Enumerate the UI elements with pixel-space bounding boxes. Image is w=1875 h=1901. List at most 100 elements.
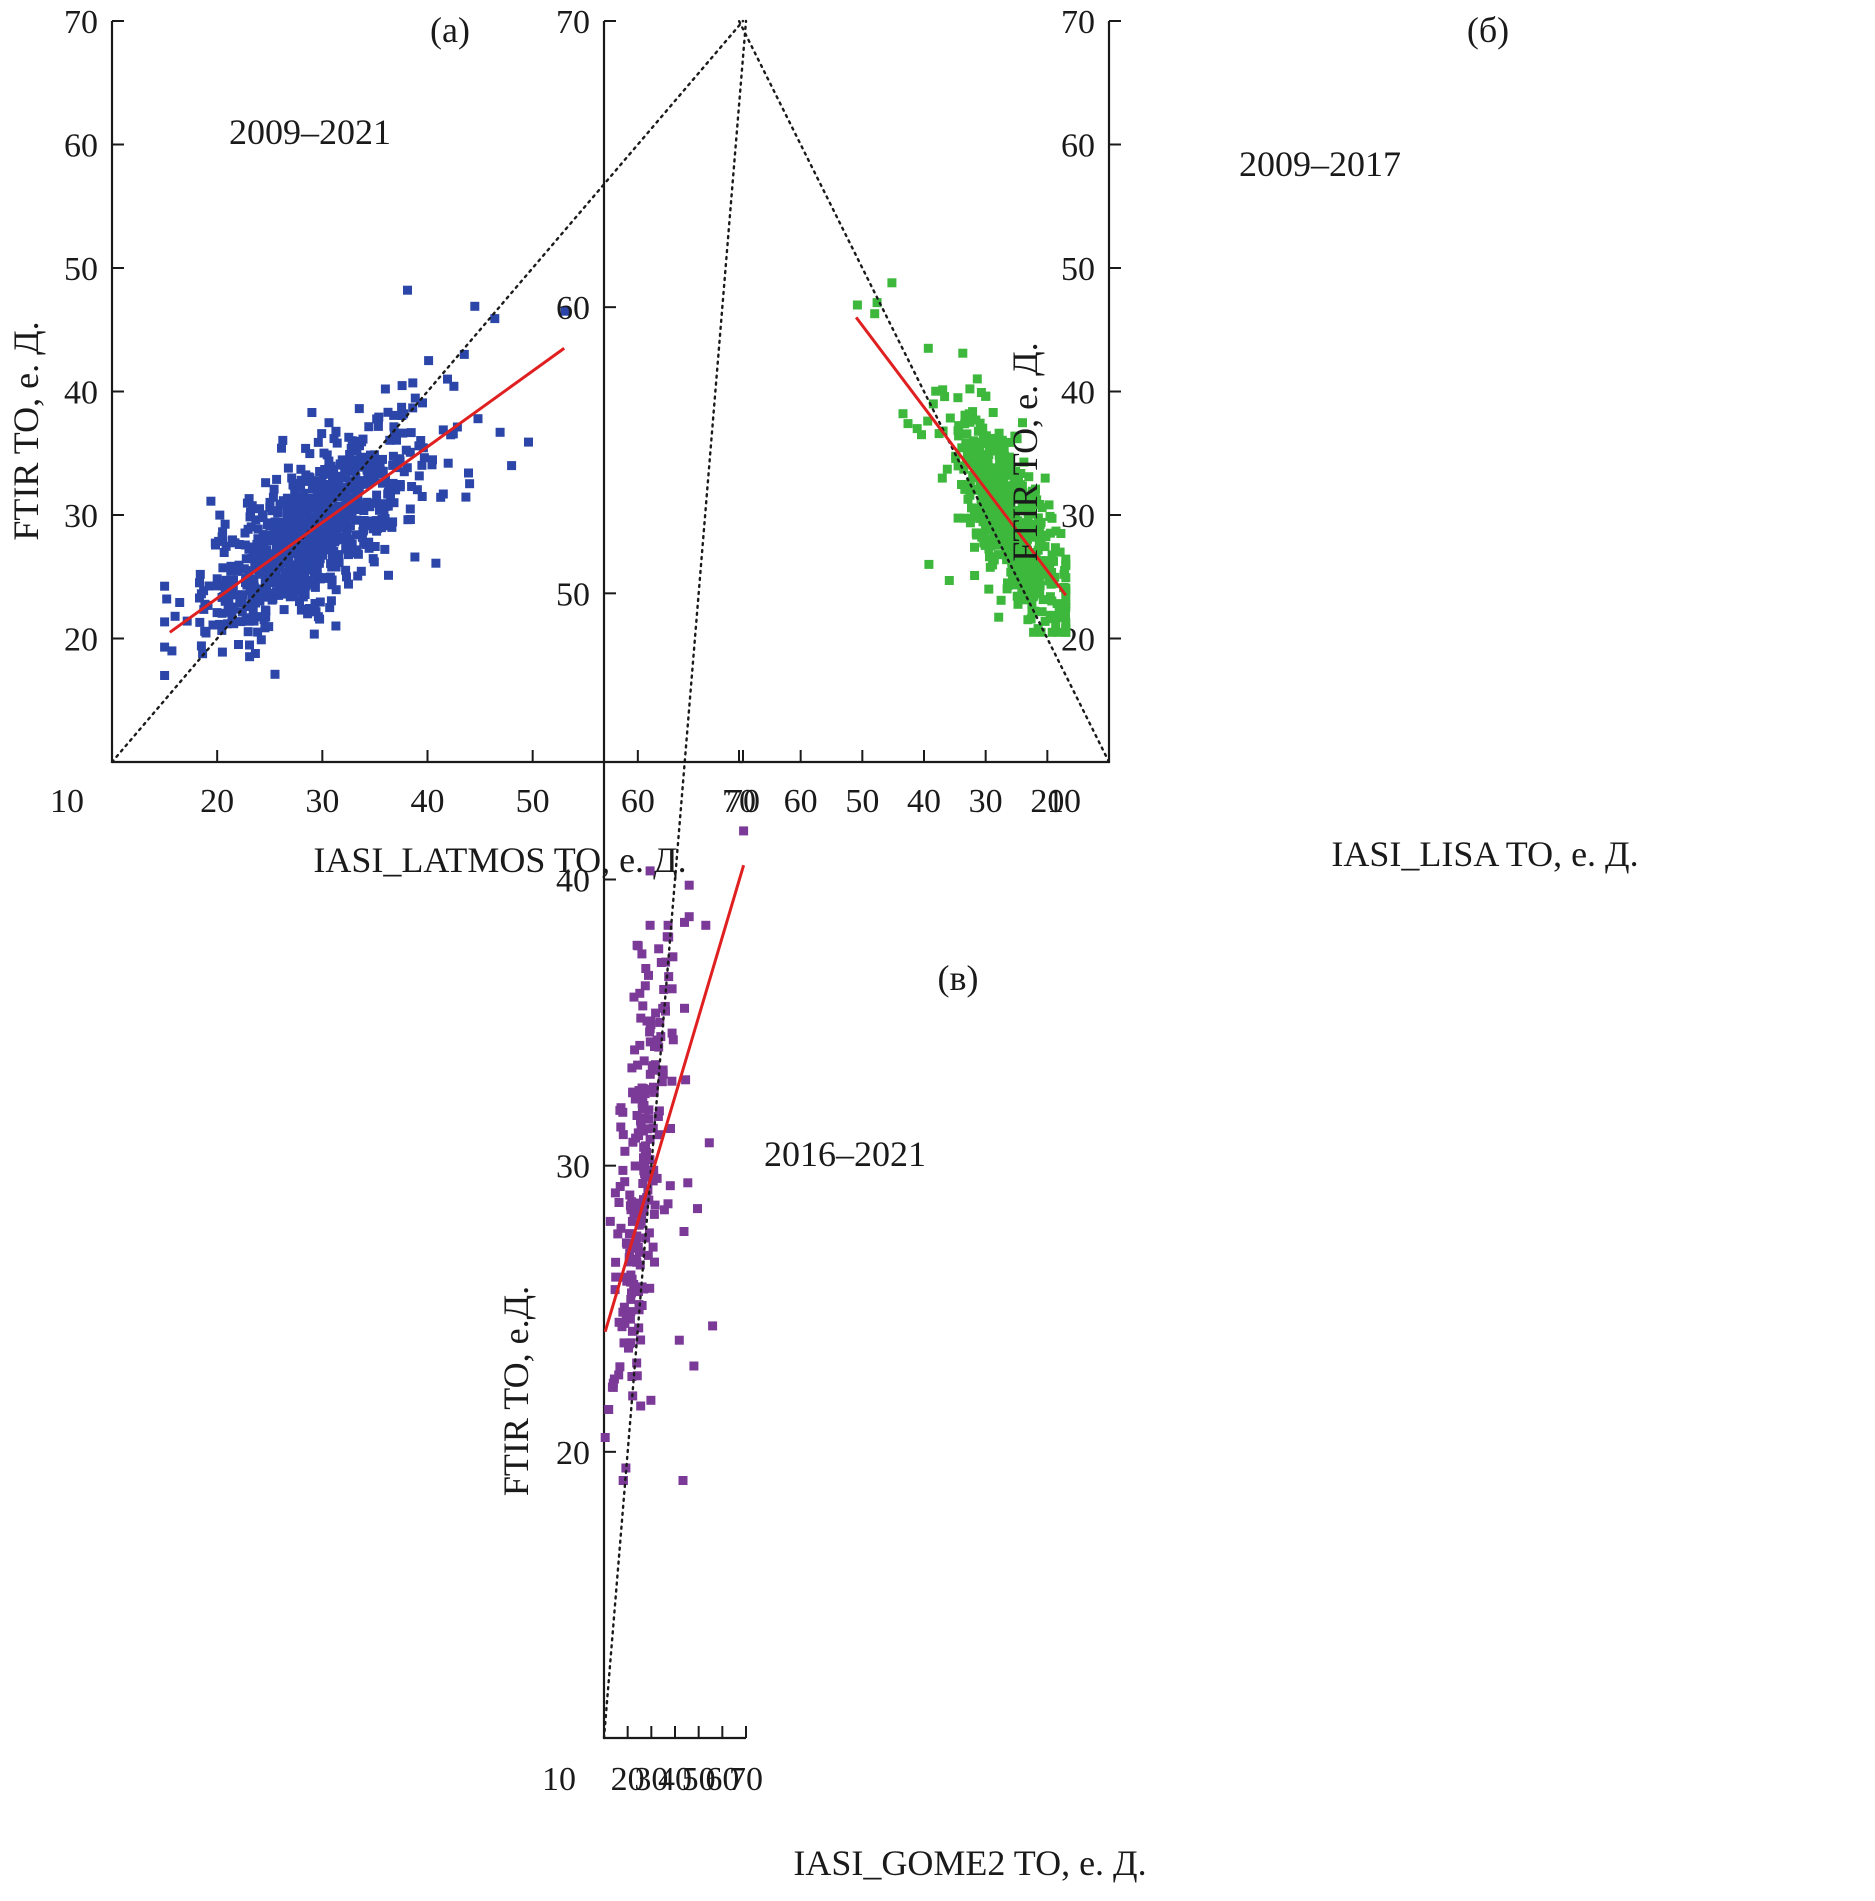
data-point — [290, 571, 300, 581]
data-point — [970, 439, 980, 449]
data-point — [412, 485, 422, 495]
data-point — [283, 463, 293, 473]
data-point — [957, 480, 966, 489]
data-point — [246, 507, 255, 517]
data-point — [684, 912, 694, 922]
data-point — [449, 381, 459, 391]
data-point — [285, 535, 295, 545]
data-point — [618, 1130, 628, 1140]
data-point — [438, 489, 448, 499]
data-point — [1054, 602, 1064, 612]
data-point — [1035, 589, 1045, 599]
data-point — [342, 529, 352, 539]
data-point — [614, 1198, 624, 1207]
data-point — [373, 421, 383, 431]
data-point — [298, 570, 308, 580]
data-point — [217, 647, 227, 657]
data-point — [431, 558, 441, 568]
data-point — [953, 513, 963, 523]
data-point — [629, 1209, 639, 1219]
data-point — [621, 1463, 631, 1473]
data-point — [245, 652, 255, 662]
data-point — [196, 641, 206, 651]
data-point — [443, 374, 452, 384]
data-point — [388, 517, 398, 527]
data-point — [639, 1284, 649, 1294]
y-tick-label: 60 — [556, 290, 590, 327]
data-point — [265, 502, 275, 512]
data-point — [1012, 591, 1022, 601]
data-point — [668, 952, 678, 962]
data-point — [637, 949, 647, 959]
y-axis-title: FTIR TO, е.Д. — [496, 1286, 536, 1496]
data-point — [364, 537, 374, 547]
data-point — [953, 393, 963, 403]
data-point — [627, 1063, 637, 1073]
data-point — [627, 1372, 637, 1381]
data-point — [384, 570, 393, 580]
data-point — [377, 499, 387, 509]
data-point — [310, 599, 320, 608]
data-point — [625, 1314, 635, 1324]
data-point — [233, 566, 242, 576]
data-point — [277, 524, 287, 534]
data-point — [320, 502, 329, 511]
data-point — [389, 422, 399, 432]
data-point — [912, 424, 922, 434]
data-point — [363, 471, 373, 481]
data-point — [681, 1075, 691, 1085]
data-point — [631, 1133, 641, 1143]
data-point — [654, 1106, 664, 1116]
data-point — [250, 649, 260, 658]
data-point — [424, 356, 434, 366]
data-point — [627, 1326, 637, 1336]
data-point — [611, 1257, 621, 1267]
data-point — [175, 598, 185, 607]
data-point — [305, 449, 315, 459]
data-point — [963, 494, 973, 504]
data-point — [636, 1401, 646, 1411]
data-point — [954, 431, 964, 441]
x-axis-title: IASI_LISA TO, е. Д. — [1331, 834, 1638, 874]
data-point — [315, 467, 325, 476]
data-point — [331, 492, 341, 502]
data-point — [1005, 437, 1015, 447]
data-point — [965, 384, 975, 394]
data-point — [302, 516, 312, 526]
data-point — [386, 496, 395, 506]
data-point — [246, 522, 256, 532]
data-point — [1054, 611, 1064, 620]
data-point — [242, 580, 252, 590]
data-point — [459, 349, 469, 359]
data-point — [217, 608, 227, 618]
data-point — [265, 497, 275, 507]
data-point — [655, 1017, 665, 1027]
data-point — [1025, 523, 1035, 533]
data-point — [634, 1323, 644, 1333]
data-point — [244, 494, 254, 504]
data-point — [350, 505, 360, 514]
period-label: 2016–2021 — [764, 1134, 926, 1174]
data-point — [263, 536, 273, 545]
data-point — [993, 484, 1003, 494]
data-point — [405, 447, 415, 457]
data-point — [1002, 555, 1012, 565]
data-point — [1036, 517, 1046, 527]
data-point — [507, 461, 517, 471]
data-point — [1056, 529, 1066, 538]
data-point — [1010, 518, 1020, 528]
data-point — [1010, 511, 1020, 521]
data-point — [996, 595, 1006, 605]
data-point — [383, 489, 393, 499]
data-point — [975, 503, 985, 513]
data-point — [674, 1335, 684, 1345]
data-point — [1040, 557, 1050, 567]
data-point — [261, 530, 271, 540]
data-point — [312, 513, 322, 523]
data-point — [604, 1405, 614, 1414]
data-point — [337, 460, 347, 470]
data-point — [680, 917, 689, 927]
data-point — [989, 555, 999, 565]
data-point — [160, 642, 170, 652]
